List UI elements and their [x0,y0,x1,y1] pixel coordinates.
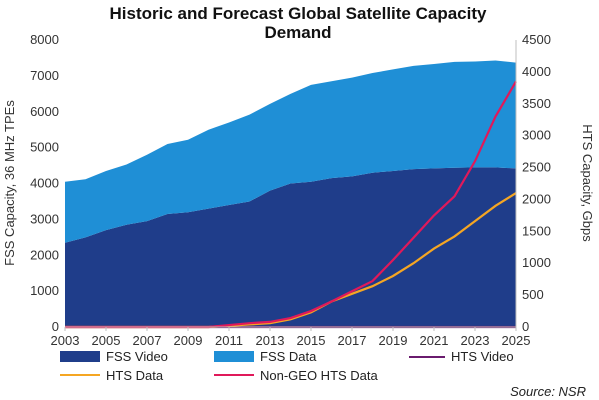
legend-swatch-fss-data [214,351,254,362]
x-tick-label: 2003 [51,333,80,348]
right-tick-label: 3000 [522,128,551,143]
legend-label-hts-video: HTS Video [451,349,514,364]
x-tick-label: 2017 [338,333,367,348]
left-tick-label: 3000 [30,211,59,226]
legend-item-fss-video: FSS Video [60,349,168,364]
right-tick-label: 500 [522,287,544,302]
x-tick-label: 2011 [215,333,243,348]
right-tick-label: 0 [522,319,529,334]
left-tick-label: 8000 [30,32,59,47]
legend-swatch-fss-video [60,351,100,362]
x-tick-label: 2007 [133,333,162,348]
axes: 0 1000 2000 3000 4000 5000 6000 7000 8000 0 500 100… [30,32,551,348]
left-tick-label: 7000 [30,68,59,83]
chart-title-line-2: Demand [264,23,331,42]
area-fss-video [65,167,516,327]
right-axis-label: HTS Capacity, Gbps [580,124,595,242]
legend-label-non-geo-hts-data: Non-GEO HTS Data [260,368,379,383]
x-tick-label: 2019 [379,333,408,348]
plot-area [65,60,517,329]
legend-item-hts-video: HTS Video [409,349,514,364]
chart-title-line-1: Historic and Forecast Global Satellite C… [110,4,487,23]
legend-label-hts-data: HTS Data [106,368,164,383]
x-tick-label: 2021 [420,333,449,348]
left-axis-label: FSS Capacity, 36 MHz TPEs [2,100,17,266]
left-tick-label: 4000 [30,176,59,191]
right-tick-label: 4500 [522,32,551,47]
x-tick-label: 2023 [461,333,490,348]
x-tick-label: 2015 [297,333,326,348]
legend-label-fss-video: FSS Video [106,349,168,364]
left-tick-label: 5000 [30,140,59,155]
right-tick-label: 2500 [522,160,551,175]
legend-label-fss-data: FSS Data [260,349,317,364]
x-tick-label: 2009 [174,333,203,348]
legend-item-non-geo-hts-data: Non-GEO HTS Data [214,368,379,383]
right-tick-label: 3500 [522,96,551,111]
source-note: Source: NSR [510,384,586,399]
right-tick-label: 1500 [522,223,551,238]
left-tick-label: 6000 [30,104,59,119]
x-tick-label: 2025 [502,333,531,348]
left-tick-label: 2000 [30,247,59,262]
left-tick-label: 1000 [30,283,59,298]
left-tick-label: 0 [52,319,59,334]
right-tick-label: 4000 [522,64,551,79]
legend-item-hts-data: HTS Data [60,368,164,383]
x-tick-label: 2013 [256,333,285,348]
legend-item-fss-data: FSS Data [214,349,317,364]
legend: FSS Video FSS Data HTS Video HTS Data No… [60,349,514,383]
right-tick-label: 1000 [522,255,551,270]
right-tick-label: 2000 [522,191,551,206]
area-fss-data [65,60,516,243]
x-tick-label: 2005 [92,333,121,348]
